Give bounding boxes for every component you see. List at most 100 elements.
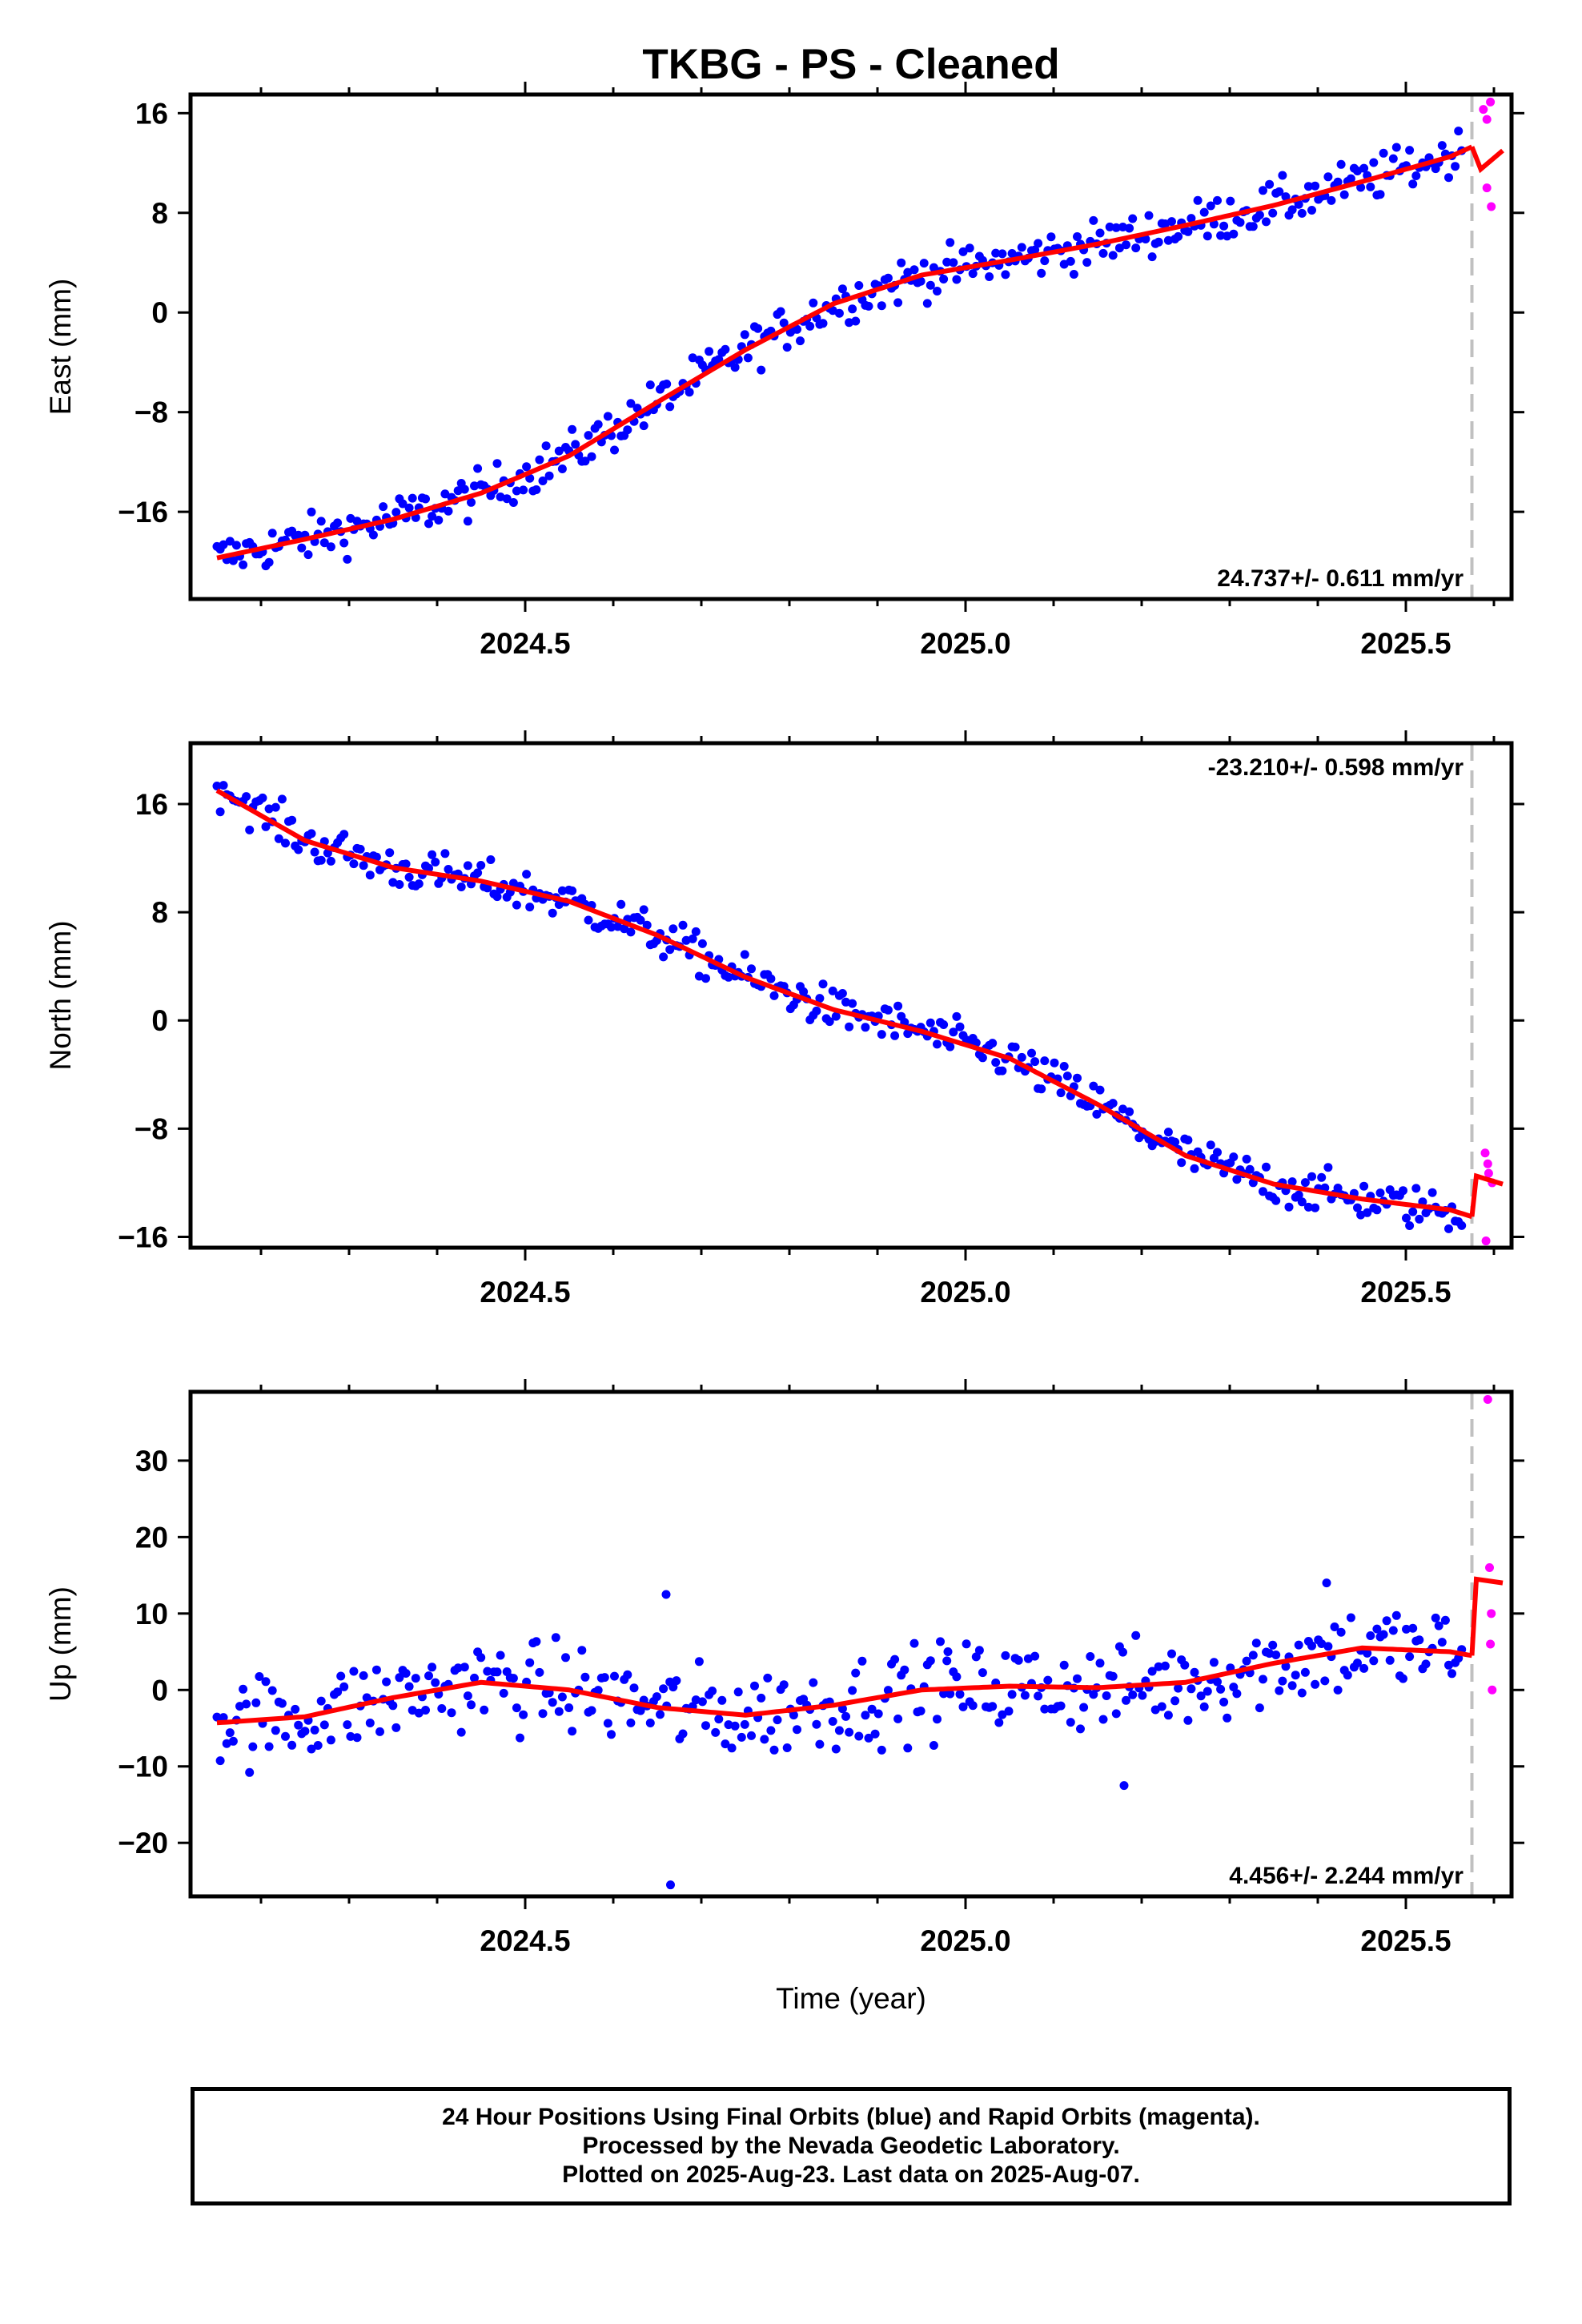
final-orbit-point (678, 1729, 688, 1739)
final-orbit-point (1359, 1663, 1369, 1673)
panel-up: 30 20 10 0 −10 −20 2024.5 2025.0 2025.5 Up (mm) Ti… (44, 1379, 1524, 2015)
final-orbit-point (316, 1696, 326, 1706)
final-orbit-point (1311, 1679, 1320, 1689)
final-orbit-point (1102, 1691, 1111, 1700)
final-orbit-point (740, 1719, 749, 1729)
final-orbit-point (1265, 179, 1275, 189)
final-orbit-point (310, 1725, 319, 1735)
final-orbit-point (225, 1728, 235, 1738)
final-orbit-point (815, 994, 825, 1003)
final-orbit-point (1095, 228, 1105, 238)
final-orbit-point (1388, 154, 1398, 163)
final-orbit-point (571, 440, 580, 449)
final-orbit-point (456, 883, 466, 891)
final-orbit-point (1447, 1669, 1456, 1679)
final-orbit-point (629, 1683, 639, 1693)
final-orbit-point (1125, 223, 1134, 233)
final-orbit-point (952, 275, 962, 284)
final-orbit-point (809, 1678, 818, 1687)
final-orbit-point (548, 1698, 557, 1707)
model-fit-after-break (1469, 1576, 1504, 1656)
final-orbit-point (382, 1677, 391, 1687)
final-orbit-point (512, 486, 521, 496)
final-orbit-point (444, 865, 453, 874)
final-orbit-point (1160, 1661, 1170, 1671)
final-orbit-point (1119, 1781, 1129, 1791)
final-orbit-point (933, 1715, 942, 1724)
final-orbit-point (557, 886, 567, 895)
final-orbit-point (701, 1721, 710, 1731)
rapid-orbit-point (1479, 105, 1488, 115)
final-orbit-point (1359, 163, 1369, 173)
final-orbit-point (873, 1709, 883, 1719)
final-orbit-point (1014, 1655, 1023, 1665)
final-orbit-point (1082, 258, 1092, 267)
final-orbit-point (1415, 1214, 1424, 1224)
final-orbit-point (508, 1674, 518, 1683)
final-orbit-point (587, 1706, 596, 1715)
rapid-orbit-point (1482, 183, 1492, 193)
final-orbit-point (242, 792, 251, 802)
final-orbit-point (851, 1668, 861, 1678)
final-orbit-point (669, 924, 678, 934)
final-orbit-point (988, 1039, 998, 1048)
final-orbit-point (926, 1656, 935, 1666)
final-orbit-point (1138, 1691, 1147, 1700)
panel-east: 16 8 0 −8 −16 2024.5 2025.0 2025.5 East (mm) 24.7… (44, 82, 1524, 660)
y-tick-label: −20 (118, 1827, 168, 1860)
final-orbit-point (929, 1741, 938, 1750)
final-orbit-point (538, 1709, 548, 1719)
final-orbit-point (1287, 1177, 1297, 1187)
final-orbit-point (662, 380, 672, 388)
final-orbit-point (610, 1671, 619, 1681)
final-orbit-point (1010, 1043, 1020, 1051)
final-orbit-point (766, 974, 776, 983)
y-tick-label: −16 (118, 496, 168, 529)
final-orbit-point (339, 538, 349, 548)
x-tick-label: 2025.5 (1360, 1924, 1451, 1957)
final-orbit-point (297, 543, 307, 553)
y-tick-label: −10 (118, 1751, 168, 1783)
final-orbit-point (1183, 1136, 1193, 1145)
final-orbit-point (541, 441, 551, 451)
final-orbit-point (1092, 1109, 1102, 1119)
final-orbit-point (1131, 243, 1141, 253)
final-orbit-point (1062, 1072, 1072, 1081)
footer-line-2: Processed by the Nevada Geodetic Laborat… (582, 2133, 1120, 2159)
final-orbit-point (1174, 231, 1183, 241)
final-orbit-point (883, 1005, 893, 1015)
final-orbit-point (568, 424, 577, 434)
final-orbit-point (782, 343, 792, 352)
final-orbit-point (267, 1686, 277, 1695)
rapid-orbit-point (1487, 1609, 1496, 1618)
final-orbit-point (757, 365, 766, 375)
final-orbit-point (916, 1707, 926, 1715)
final-orbit-point (365, 870, 375, 880)
final-orbit-point (1294, 1640, 1303, 1650)
final-orbit-point (401, 1669, 411, 1678)
final-orbit-point (1297, 208, 1307, 218)
panel-plot-area (212, 1392, 1504, 1896)
final-orbit-point (1186, 1684, 1196, 1694)
final-orbit-point (962, 1639, 971, 1649)
final-orbit-point (645, 1719, 655, 1727)
final-orbit-point (831, 1744, 841, 1754)
final-orbit-point (1248, 222, 1258, 231)
final-orbit-point (1030, 1057, 1040, 1067)
final-orbit-point (404, 1682, 414, 1691)
final-orbit-point (264, 557, 274, 567)
final-orbit-point (1300, 1667, 1310, 1677)
rapid-orbit-point (1482, 115, 1492, 124)
final-orbit-point (665, 402, 675, 412)
final-orbit-point (942, 257, 952, 267)
final-orbit-point (971, 1652, 981, 1662)
y-tick-label: 0 (151, 1674, 168, 1707)
final-orbit-point (355, 844, 365, 854)
final-orbit-point (1323, 1163, 1333, 1172)
final-orbit-point (554, 446, 564, 456)
final-orbit-point (1147, 252, 1157, 262)
panel-frame (188, 1389, 1514, 1899)
final-orbit-point (672, 1676, 681, 1686)
final-orbit-point (395, 880, 404, 889)
final-orbit-point (313, 1741, 323, 1750)
